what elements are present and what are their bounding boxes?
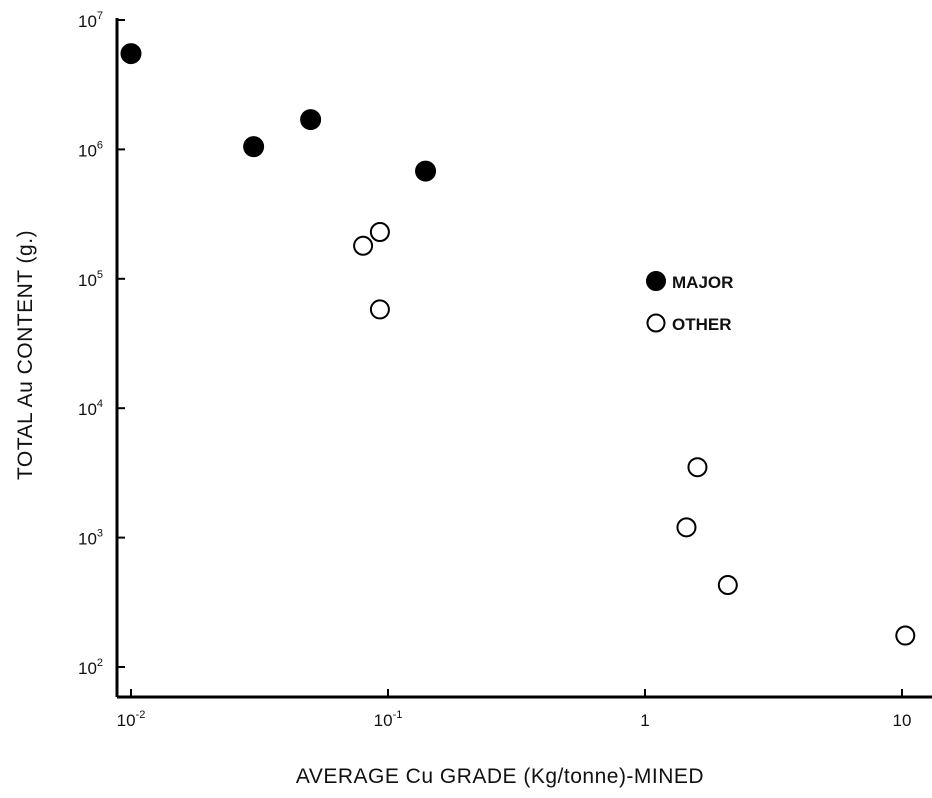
legend: MAJOR OTHER [646, 271, 733, 334]
y-tick-label: 105 [78, 269, 103, 290]
x-tick-label: 10-2 [117, 709, 146, 730]
data-point-other [353, 235, 374, 256]
data-point-other [369, 299, 390, 320]
y-tick-label: 102 [78, 657, 103, 678]
y-axis-title: TOTAL Au CONTENT (g.) [14, 230, 37, 480]
data-point-other [676, 517, 697, 538]
data-point-major [120, 43, 142, 65]
x-tick-label: 10-1 [374, 709, 403, 730]
data-points [120, 43, 916, 646]
legend-label-other: OTHER [672, 315, 732, 334]
y-tick-label: 104 [78, 398, 103, 419]
y-tick-label: 107 [78, 10, 103, 31]
data-point-other [687, 457, 708, 478]
axes [115, 18, 932, 699]
y-tick-label: 106 [78, 139, 103, 160]
x-axis-title: AVERAGE Cu GRADE (Kg/tonne)-MINED [296, 765, 704, 788]
legend-label-major: MAJOR [672, 273, 733, 292]
data-point-major [243, 136, 265, 158]
data-point-major [415, 160, 437, 182]
data-point-major [300, 109, 322, 131]
y-tick-label: 103 [78, 528, 103, 549]
tick-marks: 102 103 104 105 106 107 10-2 10-1 1 10 [78, 10, 911, 730]
legend-marker-major [646, 271, 666, 291]
x-tick-label: 1 [640, 711, 649, 730]
data-point-other [895, 625, 916, 646]
data-point-other [717, 575, 738, 596]
x-tick-label: 10 [893, 711, 912, 730]
data-point-other [369, 221, 390, 242]
legend-marker-other [646, 313, 666, 333]
